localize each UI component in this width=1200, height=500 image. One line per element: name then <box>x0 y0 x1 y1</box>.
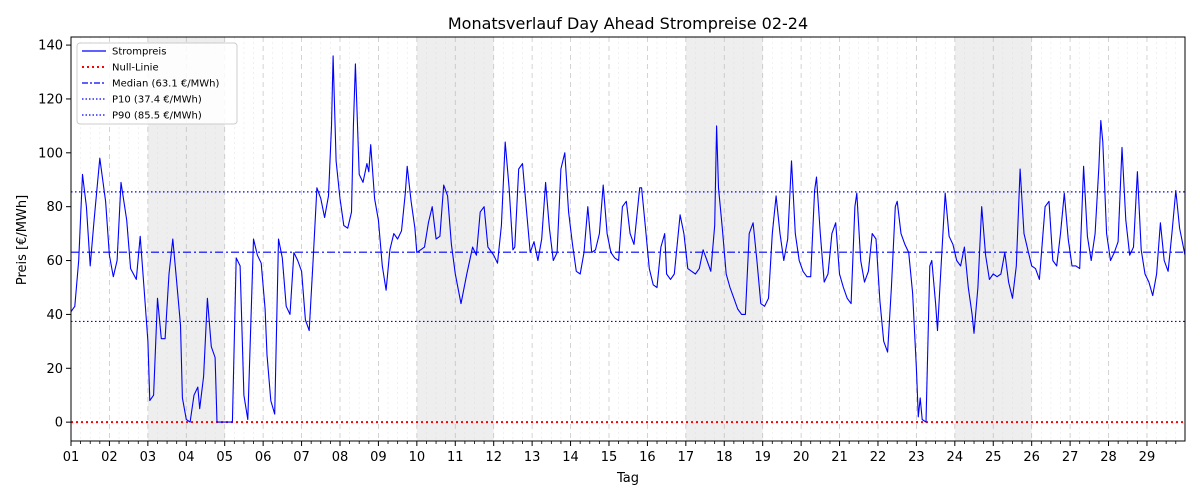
y-axis-label: Preis [€/MWh] <box>15 195 30 285</box>
x-axis-label: Tag <box>616 471 639 486</box>
x-tick-label: 23 <box>908 450 925 465</box>
reference-lines <box>71 191 1185 424</box>
x-tick-label: 14 <box>562 450 579 465</box>
chart-title: Monatsverlauf Day Ahead Strompreise 02-2… <box>448 14 808 33</box>
legend-box <box>76 42 238 125</box>
x-axis-ticks: 01 02 03 04 05 06 07 08 09 10 11 12 13 14 15 16 17 18 19 20… <box>63 441 1177 465</box>
x-tick-label: 16 <box>639 450 656 465</box>
x-tick-label: 24 <box>947 450 964 465</box>
x-tick-label: 11 <box>447 450 464 465</box>
legend: Strompreis Null-Linie Median (63.1 €/MWh) P… <box>76 42 238 125</box>
y-tick-label: 120 <box>38 92 63 107</box>
x-tick-label: 27 <box>1062 450 1079 465</box>
x-tick-label: 25 <box>985 450 1002 465</box>
x-tick-label: 18 <box>716 450 733 465</box>
x-tick-label: 06 <box>255 450 272 465</box>
x-tick-label: 01 <box>63 450 80 465</box>
price-series <box>70 55 1186 423</box>
x-tick-label: 09 <box>370 450 387 465</box>
x-tick-label: 29 <box>1139 450 1156 465</box>
x-tick-label: 28 <box>1100 450 1117 465</box>
legend-entry: Strompreis <box>112 47 166 58</box>
x-tick-label: 08 <box>332 450 349 465</box>
x-tick-label: 17 <box>678 450 695 465</box>
x-tick-label: 10 <box>409 450 426 465</box>
legend-entry: Null-Linie <box>112 63 159 74</box>
x-tick-label: 04 <box>178 450 195 465</box>
y-tick-label: 100 <box>38 146 63 161</box>
x-tick-label: 19 <box>754 450 771 465</box>
x-tick-label: 20 <box>793 450 810 465</box>
x-tick-label: 12 <box>485 450 502 465</box>
y-tick-label: 60 <box>46 254 63 269</box>
y-tick-label: 20 <box>46 362 63 377</box>
price-line <box>70 55 1186 423</box>
x-tick-label: 03 <box>140 450 157 465</box>
y-tick-label: 140 <box>38 39 63 54</box>
y-axis-ticks: 0 20 40 60 80 100 120 140 <box>38 39 71 431</box>
legend-entry: Median (63.1 €/MWh) <box>112 79 219 90</box>
x-tick-label: 07 <box>293 450 310 465</box>
x-tick-label: 21 <box>831 450 848 465</box>
y-tick-label: 0 <box>55 416 63 431</box>
x-tick-label: 02 <box>101 450 118 465</box>
y-tick-label: 40 <box>46 308 63 323</box>
grid <box>70 37 1177 441</box>
legend-entry: P10 (37.4 €/MWh) <box>112 95 202 106</box>
x-tick-label: 13 <box>524 450 541 465</box>
y-tick-label: 80 <box>46 200 63 215</box>
x-tick-label: 26 <box>1023 450 1040 465</box>
x-tick-label: 22 <box>870 450 887 465</box>
x-tick-label: 05 <box>216 450 233 465</box>
x-tick-label: 15 <box>601 450 618 465</box>
legend-entry: P90 (85.5 €/MWh) <box>112 111 202 122</box>
